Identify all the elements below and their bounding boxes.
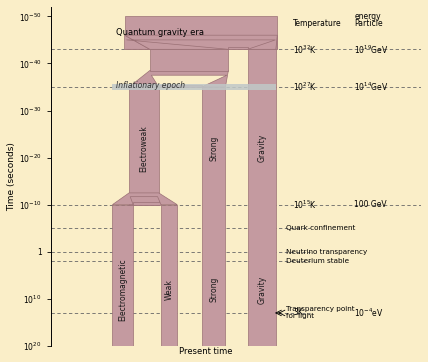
Polygon shape [125, 16, 277, 49]
Text: Neutrino transparency: Neutrino transparency [286, 249, 367, 255]
Text: $10^{19}$GeV: $10^{19}$GeV [354, 43, 389, 55]
Polygon shape [113, 84, 276, 90]
Text: Temperature: Temperature [293, 19, 342, 28]
Polygon shape [229, 47, 248, 49]
Polygon shape [129, 87, 159, 205]
Y-axis label: Time (seconds): Time (seconds) [7, 142, 16, 211]
Polygon shape [113, 205, 133, 346]
Polygon shape [125, 35, 150, 49]
Text: $10^{32}$K: $10^{32}$K [293, 43, 317, 55]
Text: Weak: Weak [165, 279, 174, 300]
Text: Present time: Present time [179, 347, 233, 356]
Text: Strong: Strong [209, 135, 218, 161]
Text: Electromagnetic: Electromagnetic [118, 258, 127, 321]
Text: Particle: Particle [354, 19, 383, 28]
Polygon shape [276, 35, 277, 49]
Polygon shape [133, 202, 161, 205]
Text: Quark confinement: Quark confinement [286, 225, 355, 231]
Text: Transparency point
for light: Transparency point for light [286, 307, 354, 319]
Text: Deuterium stable: Deuterium stable [286, 258, 349, 264]
Text: $10^{-4}$eV: $10^{-4}$eV [354, 307, 384, 319]
Polygon shape [202, 87, 226, 346]
Text: Inflationary epoch: Inflationary epoch [116, 81, 185, 90]
Text: Gravity: Gravity [257, 134, 266, 162]
Text: Gravity: Gravity [257, 275, 266, 304]
Text: $10^{15}$K: $10^{15}$K [293, 198, 317, 211]
Polygon shape [150, 49, 229, 71]
Text: 3K: 3K [293, 308, 303, 317]
Text: Strong: Strong [209, 277, 218, 302]
Text: $10^{14}$GeV: $10^{14}$GeV [354, 81, 389, 93]
Text: Electroweak: Electroweak [140, 125, 149, 172]
Text: Quantum gravity era: Quantum gravity era [116, 28, 204, 37]
Polygon shape [248, 49, 276, 346]
Polygon shape [129, 71, 229, 87]
Text: $10^{27}$K: $10^{27}$K [293, 81, 317, 93]
Polygon shape [125, 35, 277, 49]
Polygon shape [161, 205, 177, 346]
Polygon shape [113, 193, 177, 205]
Text: energy: energy [354, 12, 381, 21]
Polygon shape [159, 85, 202, 87]
Text: 100 GeV: 100 GeV [354, 200, 387, 209]
